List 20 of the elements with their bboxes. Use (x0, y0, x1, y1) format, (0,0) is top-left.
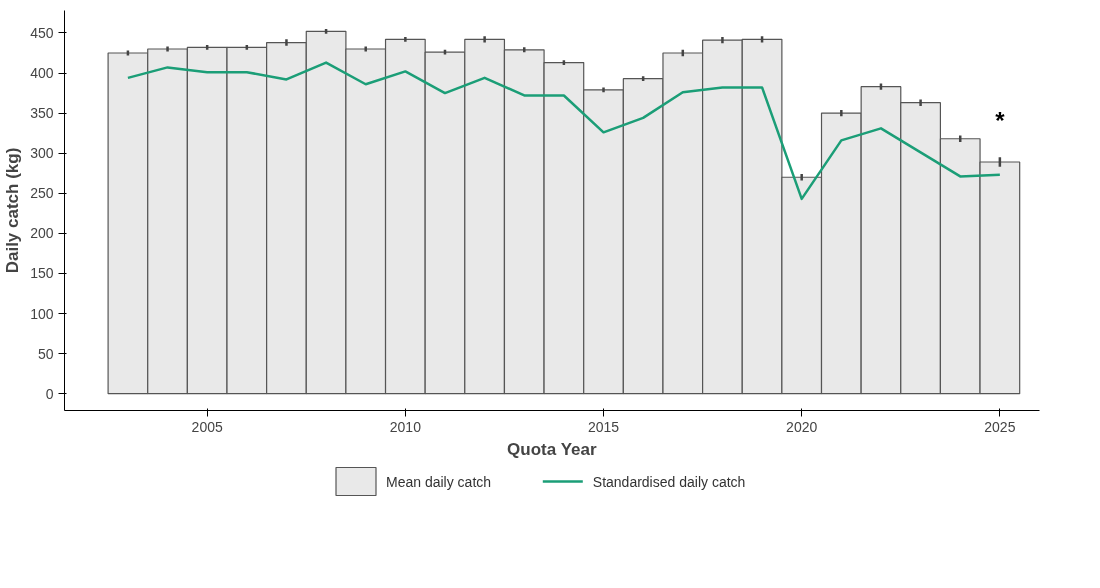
y-tick-label: 400 (30, 65, 54, 82)
y-tick-label: 300 (30, 145, 54, 162)
y-tick-label: 50 (37, 345, 54, 362)
legend-label: Standardised daily catch (592, 473, 746, 490)
y-tick-label: 250 (30, 185, 54, 202)
y-tick-label: 350 (30, 105, 54, 122)
x-tick-label: 2005 (191, 418, 223, 435)
x-tick-label: 2020 (786, 418, 818, 435)
x-axis-title: Quota Year (507, 439, 597, 459)
y-tick-label: 0 (45, 385, 54, 402)
x-tick-label: 2025 (984, 418, 1016, 435)
x-tick-label: 2010 (389, 418, 422, 435)
y-tick-label: 150 (30, 265, 54, 282)
annotation: * (995, 107, 1006, 134)
y-tick-label: 100 (30, 305, 54, 322)
x-tick-label: 2015 (587, 418, 620, 435)
y-axis-title: Daily catch (kg) (3, 147, 23, 274)
y-tick-label: 200 (30, 225, 54, 242)
y-tick-label: 450 (30, 24, 54, 41)
legend-label: Mean daily catch (386, 473, 492, 490)
